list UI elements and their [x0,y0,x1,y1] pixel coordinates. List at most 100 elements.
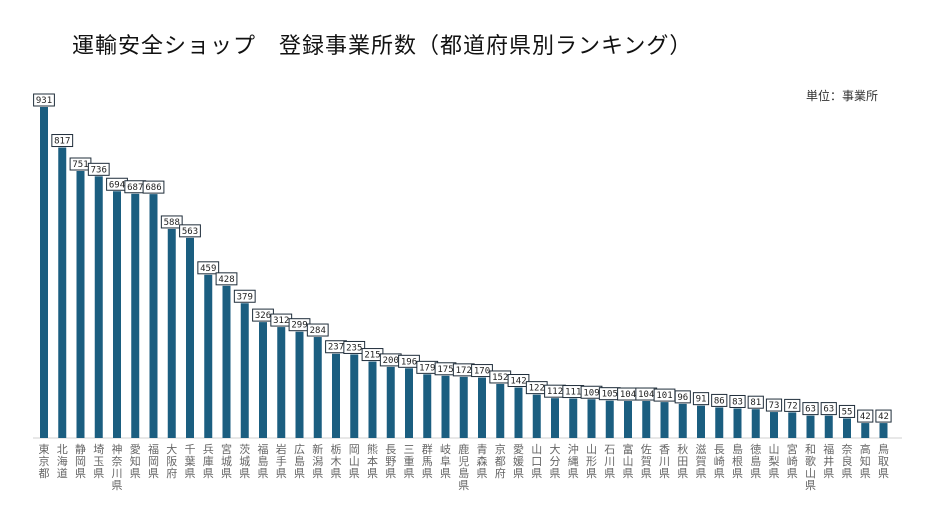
bar [751,409,760,438]
data-label: 694 [106,177,128,191]
data-label-text: 105 [602,390,618,400]
bar [423,374,432,438]
bar [240,303,249,438]
data-label-text: 694 [109,180,125,190]
data-label: 379 [233,289,256,303]
data-label-text: 73 [769,401,780,411]
data-label-text: 112 [547,387,563,397]
data-label: 237 [325,340,347,354]
data-label: 196 [398,354,420,368]
bars-group [40,107,888,438]
x-tick-label: 滋賀県 [696,443,707,480]
data-label-text: 42 [860,412,871,422]
data-label: 428 [215,272,238,286]
data-label: 459 [197,261,220,275]
data-label: 112 [544,384,566,398]
bar [843,418,851,438]
data-label: 96 [674,390,691,404]
bar [94,176,103,438]
bar [40,107,48,438]
data-label-text: 55 [842,407,853,417]
bar [532,394,541,438]
x-tick-label: 山口県 [531,443,542,480]
data-label-box [507,374,530,388]
data-label-box [160,215,183,229]
x-tick-label: 北海道 [57,443,68,480]
bar [478,377,486,438]
data-label: 111 [562,385,585,399]
data-label-text: 96 [677,393,688,403]
data-label: 42 [875,409,892,423]
data-label-text: 83 [732,397,743,407]
data-label-text: 235 [346,343,362,353]
data-label-box [875,409,892,423]
x-tick-label: 埼玉県 [93,442,104,480]
data-label: 122 [525,381,548,395]
x-tick-label: 秋田県 [677,442,688,480]
x-tick-label: 栃木県 [331,442,342,480]
data-label-text: 931 [36,96,52,106]
data-label: 104 [617,387,639,401]
bar [405,368,413,438]
data-label: 215 [361,348,384,362]
data-label-text: 152 [492,373,508,383]
x-tick-label: 岐阜県 [440,443,451,480]
x-tick-label: 茨城県 [239,442,250,480]
bar [332,353,340,438]
x-tick-label: 大分県 [550,442,561,480]
data-label: 42 [857,409,874,423]
data-label-text: 175 [437,365,453,375]
x-tick-label: 福岡県 [148,442,159,480]
data-label-text: 237 [328,343,344,353]
data-label-box [197,261,220,275]
bar [715,407,724,438]
data-label-text: 63 [823,405,834,415]
data-label-text: 81 [750,398,761,408]
data-label-box [215,272,238,286]
x-tick-label: 神奈川県 [112,442,123,492]
data-label: 170 [471,364,493,378]
data-label: 91 [692,392,710,406]
x-tick-label: 福島県 [258,442,269,480]
data-label: 152 [489,370,512,384]
x-tick-label: 奈良県 [842,442,853,480]
data-label-text: 736 [91,165,107,175]
data-label: 299 [288,318,311,332]
x-tick-label: 山形県 [586,443,597,480]
data-label-box [729,394,746,408]
data-label-box [87,162,110,176]
data-label-text: 751 [72,160,88,170]
data-label-text: 196 [401,357,417,367]
bar [167,228,176,438]
bar [204,274,213,438]
data-label-box [711,393,728,407]
bar [186,237,194,438]
x-tick-labels-group: 東京都北海道静岡県埼玉県神奈川県愛知県福岡県大阪府千葉県兵庫県宮城県茨城県福島県… [39,442,890,492]
bar [861,423,870,438]
data-label-text: 122 [529,384,545,394]
bar [569,398,578,438]
x-tick-label: 福井県 [823,442,834,480]
data-label: 105 [598,387,621,401]
x-tick-label: 徳島県 [750,443,761,480]
bar [313,337,322,438]
data-label-text: 111 [565,388,581,398]
data-label-text: 91 [696,395,707,405]
x-tick-label: 高知県 [860,442,871,480]
data-label-text: 312 [273,316,289,326]
bar [733,408,742,438]
x-tick-label: 東京都 [39,443,50,480]
data-label-box [233,289,256,303]
data-label: 179 [416,360,439,374]
x-tick-label: 岡山県 [349,443,360,480]
data-label: 736 [87,162,110,176]
bar [624,401,632,438]
bar [259,322,267,438]
x-tick-label: 香川県 [659,443,670,480]
x-tick-label: 愛媛県 [513,443,524,480]
data-label: 83 [729,394,746,408]
x-tick-label: 広島県 [294,443,305,480]
data-label-text: 179 [419,363,435,373]
bar [697,405,705,438]
